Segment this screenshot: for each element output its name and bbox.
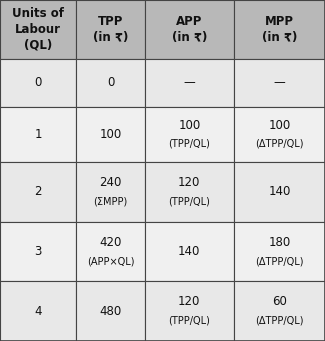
Bar xyxy=(0,0,76,59)
Bar xyxy=(234,107,325,162)
Bar xyxy=(145,162,234,222)
Bar xyxy=(0,59,76,107)
Bar xyxy=(234,59,325,107)
Text: 60: 60 xyxy=(272,295,287,308)
Text: 100: 100 xyxy=(99,128,122,141)
Text: APP
(in ₹): APP (in ₹) xyxy=(172,15,207,44)
Bar xyxy=(234,281,325,341)
Text: (TPP/QL): (TPP/QL) xyxy=(168,196,210,207)
Text: 240: 240 xyxy=(99,176,122,189)
Text: (ΣMPP): (ΣMPP) xyxy=(93,196,128,207)
Text: 4: 4 xyxy=(34,305,42,318)
Text: 2: 2 xyxy=(34,186,42,198)
Text: 3: 3 xyxy=(34,245,42,258)
Text: 0: 0 xyxy=(107,76,114,89)
Bar xyxy=(76,222,145,281)
Bar xyxy=(76,107,145,162)
Text: —: — xyxy=(183,76,195,89)
Bar xyxy=(234,162,325,222)
Text: 100: 100 xyxy=(268,119,291,132)
Text: 480: 480 xyxy=(99,305,122,318)
Bar xyxy=(0,107,76,162)
Text: (ΔTPP/QL): (ΔTPP/QL) xyxy=(255,316,304,326)
Text: (ΔTPP/QL): (ΔTPP/QL) xyxy=(255,138,304,148)
Bar xyxy=(145,222,234,281)
Text: (APP×QL): (APP×QL) xyxy=(87,256,134,266)
Bar xyxy=(145,107,234,162)
Bar xyxy=(76,281,145,341)
Bar xyxy=(234,222,325,281)
Text: —: — xyxy=(274,76,285,89)
Bar xyxy=(145,59,234,107)
Text: MPP
(in ₹): MPP (in ₹) xyxy=(262,15,297,44)
Bar xyxy=(76,0,145,59)
Text: 140: 140 xyxy=(268,186,291,198)
Bar xyxy=(234,0,325,59)
Bar xyxy=(145,281,234,341)
Text: 0: 0 xyxy=(34,76,42,89)
Bar xyxy=(145,0,234,59)
Text: 120: 120 xyxy=(178,295,201,308)
Bar xyxy=(76,59,145,107)
Text: 1: 1 xyxy=(34,128,42,141)
Bar xyxy=(0,222,76,281)
Bar xyxy=(0,281,76,341)
Bar xyxy=(0,162,76,222)
Text: 120: 120 xyxy=(178,176,201,189)
Text: 420: 420 xyxy=(99,236,122,249)
Text: (ΔTPP/QL): (ΔTPP/QL) xyxy=(255,256,304,266)
Text: 100: 100 xyxy=(178,119,201,132)
Bar xyxy=(76,162,145,222)
Text: 180: 180 xyxy=(268,236,291,249)
Text: 140: 140 xyxy=(178,245,201,258)
Text: (TPP/QL): (TPP/QL) xyxy=(168,138,210,148)
Text: (TPP/QL): (TPP/QL) xyxy=(168,316,210,326)
Text: TPP
(in ₹): TPP (in ₹) xyxy=(93,15,128,44)
Text: Units of
Labour
(QL): Units of Labour (QL) xyxy=(12,7,64,52)
